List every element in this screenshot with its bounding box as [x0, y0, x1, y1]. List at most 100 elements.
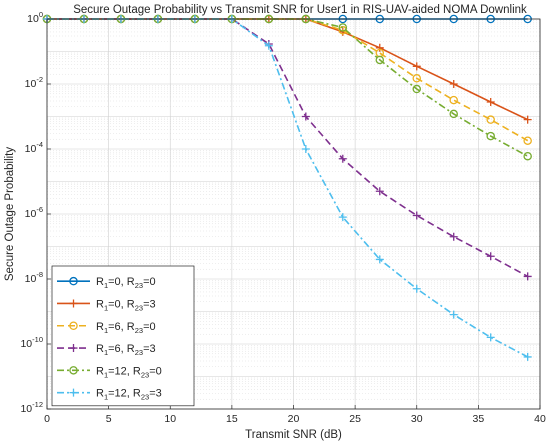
data-point [523, 115, 532, 124]
legend: R1=0, R23=0R1=0, R23=3R1=6, R23=0R1=6, R… [51, 265, 195, 407]
y-tick-label: 10-10 [20, 335, 43, 350]
legend-label-value: =12, [108, 365, 133, 377]
legend-entry: R1=0, R23=0 [57, 276, 156, 290]
legend-label-r: R [127, 298, 135, 310]
y-tick-label: 10-6 [25, 205, 43, 220]
legend-entry: R1=6, R23=3 [57, 343, 156, 357]
data-point [412, 284, 421, 293]
legend-label-r: R [96, 388, 104, 400]
data-point [375, 55, 385, 65]
legend-label: R1=0, R23=0 [96, 276, 156, 290]
data-point [412, 62, 421, 71]
legend-label-value: =3 [149, 388, 162, 400]
legend-label: R1=12, R23=3 [96, 388, 162, 402]
data-point [301, 145, 310, 153]
legend-entry: R1=12, R23=0 [57, 365, 162, 379]
data-point [301, 112, 310, 121]
y-tick-base: 10 [20, 338, 32, 350]
legend-marker [69, 366, 78, 375]
legend-label: R1=6, R23=0 [96, 321, 156, 335]
legend-label-value: =0, [108, 276, 127, 288]
legend-label-sub: 1 [104, 393, 108, 402]
legend-label-sub: 23 [135, 348, 143, 357]
legend-marker [69, 344, 78, 353]
legend-marker [69, 321, 78, 330]
y-tick-base: 10 [27, 13, 39, 25]
data-point [412, 84, 421, 94]
data-point [412, 211, 421, 220]
x-tick-label: 10 [164, 413, 176, 425]
x-tick-label: 5 [106, 413, 112, 425]
y-tick-exponent: -6 [36, 205, 43, 214]
legend-label-sub: 1 [104, 281, 108, 290]
y-tick-exponent: -2 [36, 75, 43, 84]
legend-label: R1=6, R23=3 [96, 343, 156, 357]
data-point [486, 333, 495, 342]
legend-entry: R1=12, R23=3 [57, 388, 162, 402]
x-tick-label: 40 [534, 413, 546, 425]
legend-label-value: =3 [143, 343, 156, 355]
data-point [375, 43, 384, 52]
data-point [523, 352, 532, 361]
legend-label-r: R [96, 365, 104, 377]
legend-label-sub: 23 [135, 326, 143, 335]
y-tick-base: 10 [25, 143, 37, 155]
x-tick-label: 15 [226, 413, 238, 425]
legend-label-sub: 23 [135, 303, 143, 312]
y-tick-base: 10 [25, 78, 37, 90]
y-tick-label: 100 [27, 10, 43, 25]
x-tick-label: 30 [411, 413, 423, 425]
legend-label-r: R [133, 365, 141, 377]
data-point [449, 95, 458, 105]
legend-label-value: =6, [108, 343, 127, 355]
legend-label-r: R [133, 388, 141, 400]
legend-label-sub: 23 [135, 281, 143, 290]
data-point [449, 80, 458, 88]
legend-label-sub: 1 [104, 303, 108, 312]
y-axis-label: Secure Outage Probability [4, 147, 16, 281]
data-point [523, 272, 532, 281]
data-point [486, 131, 495, 141]
legend-label-value: =3 [143, 298, 156, 310]
legend-label-sub: 1 [104, 348, 108, 357]
y-tick-exponent: -12 [32, 400, 43, 409]
data-point [486, 115, 495, 124]
data-point [449, 310, 458, 319]
data-point [338, 154, 347, 163]
legend-label-sub: 1 [104, 370, 108, 379]
legend-marker [69, 299, 78, 308]
y-tick-label: 10-4 [25, 140, 43, 155]
legend-label-value: =12, [108, 388, 133, 400]
legend-marker [69, 276, 78, 286]
data-point [338, 213, 347, 222]
x-tick-label: 0 [44, 413, 50, 425]
legend-entry: R1=0, R23=3 [57, 298, 156, 312]
legend-label-r: R [127, 343, 135, 355]
data-point [375, 187, 384, 196]
data-point [523, 136, 532, 145]
y-tick-label: 10-12 [20, 400, 43, 415]
y-tick-label: 10-2 [25, 75, 43, 90]
data-point [523, 151, 532, 161]
y-tick-exponent: -8 [36, 270, 43, 279]
data-point [338, 23, 348, 32]
x-axis-label: Transmit SNR (dB) [245, 429, 342, 441]
legend-box [51, 265, 195, 407]
data-point [449, 109, 458, 119]
axes: 0 5 10 15 20 25 30 35 4010010-210-410-610-810-10… [20, 10, 546, 425]
legend-label-r: R [96, 298, 104, 310]
x-tick-label: 20 [288, 413, 300, 425]
legend-marker [69, 388, 78, 397]
legend-label-value: =0 [143, 321, 156, 333]
legend-label-r: R [127, 321, 135, 333]
x-tick-label: 25 [349, 413, 361, 425]
data-point [449, 232, 458, 241]
legend-label-r: R [127, 276, 135, 288]
legend-label-sub: 23 [141, 393, 149, 402]
chart-title: Secure Outage Probability vs Transmit SN… [73, 4, 527, 16]
data-point [264, 41, 273, 50]
y-tick-base: 10 [25, 273, 37, 285]
legend-label-sub: 23 [141, 370, 149, 379]
legend-label-value: =6, [108, 321, 127, 333]
